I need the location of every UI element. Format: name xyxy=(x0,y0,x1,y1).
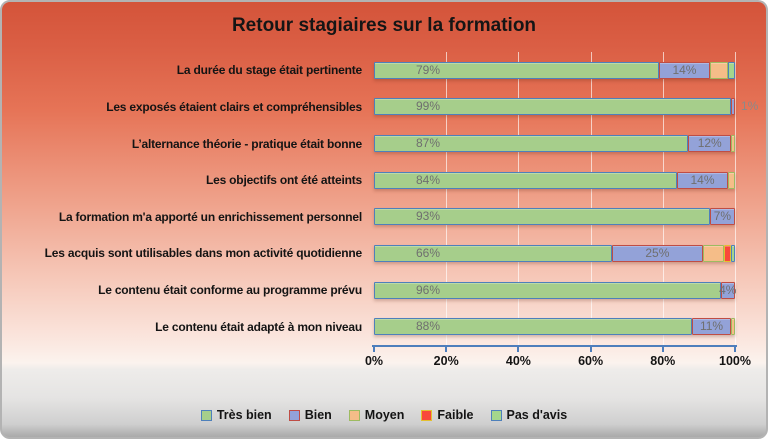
gridline xyxy=(735,52,736,345)
data-label: 79% xyxy=(416,62,441,77)
bar-segment-bien xyxy=(709,208,735,226)
bar-segment-tr-s-bien xyxy=(374,244,613,262)
bar-segment-bien xyxy=(688,135,732,153)
data-label: 87% xyxy=(416,136,441,151)
bar-segment-bien xyxy=(677,171,728,189)
category-label: Les objectifs ont été atteints xyxy=(205,173,362,188)
bar-segment-moyen xyxy=(709,61,728,79)
legend-swatch-icon xyxy=(490,409,502,421)
bar-segment-bien xyxy=(720,281,735,299)
bar-row: 93% 7% xyxy=(374,208,735,226)
data-label: 1% xyxy=(741,99,759,114)
category-label: La durée du stage était pertinente xyxy=(176,63,362,78)
x-axis-tick xyxy=(445,347,448,352)
x-axis-tick xyxy=(734,347,736,352)
data-label: 14% xyxy=(690,172,715,187)
category-label: Les exposés étaient clairs et compréhens… xyxy=(106,99,362,114)
bar-segment-bien xyxy=(731,98,735,116)
bar-segment-pas-d-avis xyxy=(731,244,735,262)
legend-item: Bien xyxy=(288,408,332,422)
x-axis-tick xyxy=(517,347,520,352)
bar-segment-tr-s-bien xyxy=(374,208,710,226)
x-tick-label: 20% xyxy=(433,354,459,368)
x-axis-tick xyxy=(661,347,664,352)
bar-segment-tr-s-bien xyxy=(374,61,660,79)
legend-swatch-icon xyxy=(421,409,433,421)
x-tick-label: 60% xyxy=(578,354,604,368)
gridline xyxy=(518,52,520,345)
bar-segment-bien xyxy=(659,61,710,79)
data-label: 84% xyxy=(416,172,441,187)
legend-item: Faible xyxy=(421,408,474,422)
bar-segment-tr-s-bien xyxy=(374,318,692,336)
gridline xyxy=(590,52,592,345)
legend-item: Moyen xyxy=(348,408,405,422)
data-label: 96% xyxy=(416,282,441,297)
bar-segment-tr-s-bien xyxy=(374,98,732,116)
x-tick-label: 0% xyxy=(364,354,384,368)
legend-label: Pas d'avis xyxy=(506,408,568,422)
bar-segment-moyen xyxy=(727,171,735,189)
x-tick-label: 80% xyxy=(650,354,676,368)
legend-label: Faible xyxy=(437,408,474,422)
bar-segment-moyen xyxy=(731,135,735,153)
x-axis-tick xyxy=(589,347,592,352)
data-label: 88% xyxy=(416,319,441,334)
data-label: 11% xyxy=(699,319,724,334)
legend-swatch-icon xyxy=(200,409,212,421)
data-label: 25% xyxy=(645,245,670,260)
bar-row: 66% 25% xyxy=(374,244,735,262)
legend: Très bien Bien Moyen Faible Pas d'avis xyxy=(2,405,766,425)
legend-label: Moyen xyxy=(364,408,405,422)
bar-segment-pas-d-avis xyxy=(727,61,735,79)
bar-segment-moyen xyxy=(702,244,725,262)
bar-row: 88% 11% xyxy=(374,318,735,336)
category-label: Les acquis sont utilisables dans mon act… xyxy=(44,246,363,261)
x-tick-label: 100% xyxy=(719,354,751,368)
bar-segment-tr-s-bien xyxy=(374,281,721,299)
gridline xyxy=(662,52,664,345)
category-label: Le contenu était conforme au programme p… xyxy=(98,283,362,298)
bar-segment-bien xyxy=(612,244,703,262)
bar-row: 87% 12% xyxy=(374,135,735,153)
legend-item: Très bien xyxy=(200,408,272,422)
bar-segment-tr-s-bien xyxy=(374,135,689,153)
legend-item: Pas d'avis xyxy=(490,408,568,422)
data-label: 12% xyxy=(697,136,722,151)
bar-row: 99% 1% xyxy=(374,98,758,116)
data-label: 93% xyxy=(416,209,441,224)
category-label: L’alternance théorie - pratique était bo… xyxy=(131,136,362,151)
bar-segment-faible xyxy=(724,244,732,262)
legend-swatch-icon xyxy=(288,409,300,421)
bar-segment-tr-s-bien xyxy=(374,171,678,189)
data-label: 14% xyxy=(672,62,697,77)
bar-row: 79% 14% xyxy=(374,61,735,79)
data-label: 4% xyxy=(719,282,737,297)
data-label: 66% xyxy=(416,245,441,260)
bar-segment-bien xyxy=(691,318,732,336)
x-tick-label: 40% xyxy=(505,354,531,368)
x-axis-line xyxy=(372,345,737,347)
legend-label: Très bien xyxy=(216,408,272,422)
bar-row: 96% 4% xyxy=(374,281,737,299)
chart-title: Retour stagiaires sur la formation xyxy=(231,15,537,36)
category-label: La formation m'a apporté un enrichisseme… xyxy=(58,209,362,224)
bar-row: 84% 14% xyxy=(374,171,735,189)
category-label: Le contenu était adapté à mon niveau xyxy=(155,319,362,334)
gridline xyxy=(446,52,448,345)
bar-segment-moyen xyxy=(731,318,735,336)
data-label: 7% xyxy=(713,209,732,224)
legend-label: Bien xyxy=(304,408,332,422)
data-label: 99% xyxy=(416,99,441,114)
x-axis-tick xyxy=(373,347,375,352)
legend-swatch-icon xyxy=(348,409,360,421)
